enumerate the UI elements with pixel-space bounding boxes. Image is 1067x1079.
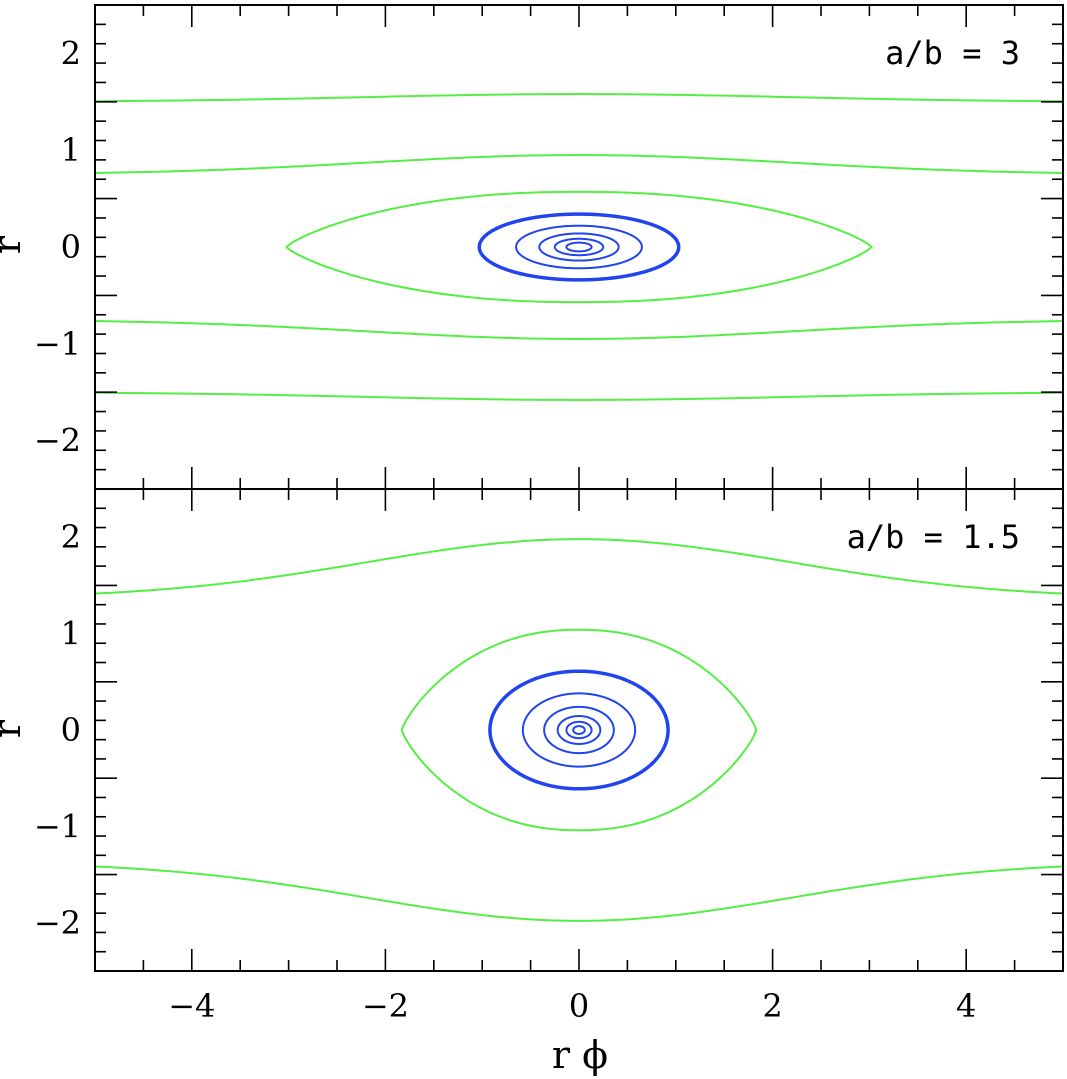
y-tick-label: 2	[61, 34, 81, 72]
x-tick-label: −4	[168, 987, 215, 1025]
x-axis-label: r ϕ	[552, 1033, 608, 1077]
open-orbit-1	[94, 865, 1064, 922]
x-tick-label: 4	[956, 987, 976, 1025]
top-panel-annotation: a/b = 3	[885, 34, 1020, 72]
open-orbit-2	[94, 320, 1064, 340]
top-panel-ylabel: r	[0, 235, 29, 254]
x-tick-label: −2	[362, 987, 409, 1025]
x-tick-label: 0	[569, 987, 589, 1025]
closed-orbit-7	[565, 720, 593, 740]
y-tick-label: −1	[34, 807, 81, 845]
plot-frame	[94, 488, 1064, 972]
y-tick-label: −1	[34, 325, 81, 363]
x-tick-label: 2	[762, 987, 782, 1025]
closed-orbit-6	[515, 224, 643, 270]
separatrix-curve-4	[285, 190, 873, 304]
y-tick-label: 0	[61, 228, 81, 266]
separatrix-curve-2	[400, 628, 758, 832]
bottom-panel-ylabel: r	[0, 719, 29, 738]
closed-orbit-7	[538, 232, 620, 262]
closed-orbit-8	[572, 725, 586, 735]
closed-orbit-3	[488, 669, 670, 791]
bottom-panel-annotation: a/b = 1.5	[847, 518, 1020, 556]
y-tick-label: 2	[61, 518, 81, 556]
closed-orbit-5	[543, 705, 615, 755]
closed-orbit-8	[553, 237, 605, 257]
y-tick-label: 1	[61, 615, 81, 653]
y-tick-label: 0	[61, 711, 81, 749]
closed-orbit-5	[477, 212, 681, 282]
closed-orbit-4	[521, 692, 637, 768]
open-orbit-1	[94, 154, 1064, 174]
open-orbit-0	[94, 538, 1064, 595]
plot-frame	[94, 4, 1064, 490]
y-tick-label: −2	[34, 422, 81, 460]
y-tick-label: −2	[34, 904, 81, 942]
top-panel: −2 −1 0 1 2	[34, 4, 1064, 490]
bottom-panel: −2 −1 0 1 2 −4 −2 0 2 4	[34, 488, 1064, 1025]
y-tick-label: 1	[61, 131, 81, 169]
closed-orbit-9	[565, 241, 593, 253]
closed-orbit-6	[556, 715, 602, 745]
open-orbit-0	[94, 93, 1064, 103]
open-orbit-3	[94, 391, 1064, 401]
